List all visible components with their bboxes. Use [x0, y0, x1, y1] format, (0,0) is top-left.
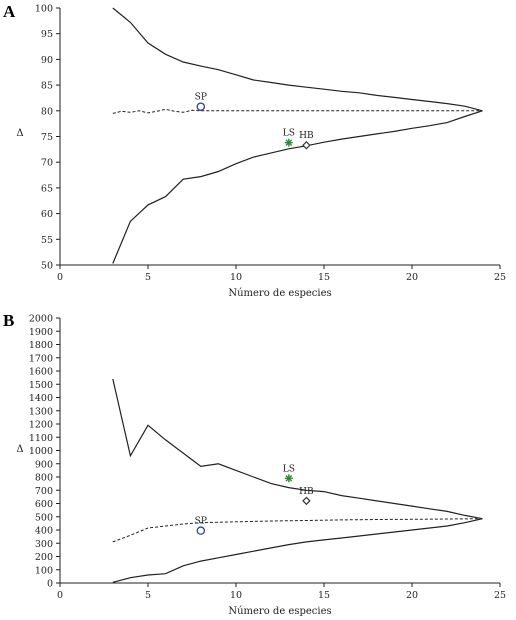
x-tick-label: 15: [318, 590, 330, 601]
upper-limit-line: [112, 378, 483, 520]
panel-a-chart: A 50 55 60 65 70 75 80 85 90 95 100 0 5 10 15 20 25 SP LS…: [3, 2, 506, 299]
y-tick-label: 500: [35, 512, 53, 523]
y-tick-label: 400: [35, 526, 53, 537]
panel-a-label: A: [3, 2, 16, 21]
mean-dashed-line: [112, 108, 483, 114]
x-tick-label: 0: [57, 272, 63, 283]
y-tick-label: 50: [41, 261, 53, 272]
y-tick-label: 100: [35, 4, 53, 15]
y-tick-label: 800: [35, 473, 53, 484]
y-tick-label: 1300: [29, 406, 53, 417]
hb-point-label: HB: [299, 131, 314, 141]
y-tick-label: 65: [41, 183, 53, 194]
y-tick-label: 1400: [29, 393, 53, 404]
ls-point-marker: [284, 138, 293, 147]
y-tick-label: 90: [41, 55, 53, 66]
panel-b-x-axis-label: Número de especies: [228, 606, 331, 617]
panel-a-points-group: SP LS HB: [195, 93, 314, 150]
panel-b-points-group: SP LS HB: [195, 464, 314, 535]
panel-b-chart: B 01002003004005006007008009001000110012…: [3, 311, 506, 617]
panel-a-x-axis-label: Número de especies: [228, 288, 331, 299]
panel-a-series-group: [112, 7, 483, 264]
x-tick-label: 20: [406, 272, 418, 283]
sp-point-marker: [196, 102, 206, 111]
y-tick-label: 0: [47, 579, 53, 590]
lower-limit-line: [112, 110, 483, 264]
panel-b-series-group: [112, 378, 483, 583]
lower-limit-line: [112, 518, 483, 583]
y-tick-label: 600: [35, 499, 53, 510]
y-tick-label: 700: [35, 486, 53, 497]
y-tick-label: 55: [41, 235, 53, 246]
panel-a-y-axis-label: Δ: [16, 128, 23, 139]
y-tick-label: 1200: [29, 420, 53, 431]
y-tick-label: 1100: [29, 433, 53, 444]
x-tick-label: 5: [145, 590, 151, 601]
upper-limit-line: [112, 7, 483, 112]
y-tick-label: 60: [41, 209, 53, 220]
x-tick-label: 25: [494, 590, 506, 601]
y-tick-label: 1900: [29, 327, 53, 338]
x-tick-label: 15: [318, 272, 330, 283]
ls-point-label: LS: [283, 464, 295, 474]
panel-a-ticks: 50 55 60 65 70 75 80 85 90 95 100 0 5 10 15 20 25: [35, 4, 506, 284]
y-tick-label: 1500: [29, 380, 53, 391]
hb-point-label: HB: [299, 487, 314, 497]
y-tick-label: 85: [41, 81, 53, 92]
sp-point-marker: [196, 526, 206, 535]
x-tick-label: 5: [145, 272, 151, 283]
x-tick-label: 25: [494, 272, 506, 283]
y-tick-label: 1700: [29, 353, 53, 364]
y-tick-label: 70: [41, 158, 53, 169]
y-tick-label: 200: [35, 552, 53, 563]
y-tick-label: 1800: [29, 340, 53, 351]
y-tick-label: 95: [41, 29, 53, 40]
panel-b-ticks: 0100200300400500600700800900100011001200…: [29, 314, 506, 602]
x-tick-label: 10: [230, 272, 242, 283]
sp-point-label: SP: [195, 517, 207, 527]
sp-point-label: SP: [195, 93, 207, 103]
y-tick-label: 75: [41, 132, 53, 143]
ls-point-marker: [284, 474, 293, 483]
ls-point-label: LS: [283, 129, 295, 139]
y-tick-label: 100: [35, 565, 53, 576]
hb-point-marker: [302, 140, 311, 150]
y-tick-label: 80: [41, 106, 53, 117]
hb-point-marker: [302, 496, 311, 506]
y-tick-label: 2000: [29, 314, 53, 325]
panel-b-y-axis-label: Δ: [16, 444, 23, 455]
x-tick-label: 10: [230, 590, 242, 601]
x-tick-label: 20: [406, 590, 418, 601]
y-tick-label: 300: [35, 539, 53, 550]
mean-dashed-line: [112, 518, 483, 543]
y-tick-label: 900: [35, 459, 53, 470]
x-tick-label: 0: [57, 590, 63, 601]
panel-b-label: B: [3, 311, 14, 330]
y-tick-label: 1600: [29, 367, 53, 378]
y-tick-label: 1000: [29, 446, 53, 457]
